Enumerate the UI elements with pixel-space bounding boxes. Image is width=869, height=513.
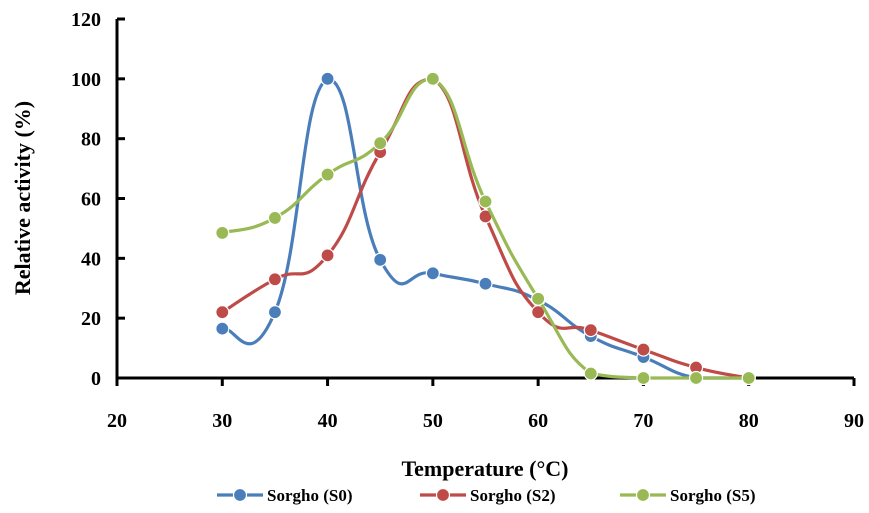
data-point xyxy=(583,366,598,381)
data-point xyxy=(320,167,335,182)
x-tick-label: 90 xyxy=(844,410,864,432)
y-axis-ticks: 0 20 40 60 80 100 120 xyxy=(71,9,125,390)
x-axis-ticks: 20 30 40 50 60 70 80 90 xyxy=(107,378,864,432)
data-point xyxy=(425,71,440,86)
series-line xyxy=(221,77,749,380)
data-point xyxy=(373,252,388,267)
legend-marker xyxy=(635,487,651,503)
data-point xyxy=(267,305,283,320)
x-tick-label: 60 xyxy=(528,410,548,432)
x-tick-label: 20 xyxy=(107,410,127,432)
data-point xyxy=(478,276,493,291)
data-point xyxy=(320,71,335,86)
x-tick-label: 40 xyxy=(318,410,338,432)
legend-label: Sorgho (S2) xyxy=(470,486,555,505)
x-tick-label: 70 xyxy=(633,410,653,432)
x-tick-label: 80 xyxy=(739,410,759,432)
y-tick-label: 120 xyxy=(71,9,101,31)
data-point xyxy=(215,305,230,320)
y-tick-label: 40 xyxy=(81,248,101,270)
legend-marker xyxy=(435,487,451,503)
data-point xyxy=(267,272,283,287)
data-point xyxy=(373,136,388,151)
series-line xyxy=(221,77,749,380)
data-point xyxy=(741,370,756,386)
x-tick-label: 50 xyxy=(423,410,443,432)
y-tick-label: 100 xyxy=(71,69,101,91)
legend-label: Sorgho (S5) xyxy=(670,486,755,505)
data-point xyxy=(215,321,230,336)
x-axis-title: Temperature (°C) xyxy=(401,456,568,481)
y-tick-label: 80 xyxy=(81,129,101,151)
y-tick-label: 20 xyxy=(81,308,101,330)
legend-label: Sorgho (S0) xyxy=(267,486,352,505)
legend: Sorgho (S0) Sorgho (S2) Sorgho (S5) xyxy=(217,486,755,505)
series-line xyxy=(221,77,750,380)
series-layer xyxy=(215,71,756,386)
series-2 xyxy=(215,71,756,386)
y-tick-label: 0 xyxy=(91,368,101,390)
data-point xyxy=(267,210,283,226)
data-point xyxy=(478,194,493,209)
data-point xyxy=(688,370,704,386)
legend-marker xyxy=(232,487,248,503)
y-axis-title: Relative activity (%) xyxy=(10,101,35,295)
data-point xyxy=(531,291,546,306)
data-point xyxy=(320,248,335,263)
series-0 xyxy=(215,71,756,386)
legend-item: Sorgho (S5) xyxy=(620,486,755,505)
data-point xyxy=(583,323,598,338)
series-1 xyxy=(215,71,756,386)
y-tick-label: 60 xyxy=(81,189,101,211)
legend-item: Sorgho (S2) xyxy=(420,486,555,505)
data-point xyxy=(215,225,230,240)
data-point xyxy=(636,370,651,386)
legend-item: Sorgho (S0) xyxy=(217,486,352,505)
x-tick-label: 30 xyxy=(212,410,232,432)
data-point xyxy=(425,266,440,281)
data-point xyxy=(636,342,651,357)
